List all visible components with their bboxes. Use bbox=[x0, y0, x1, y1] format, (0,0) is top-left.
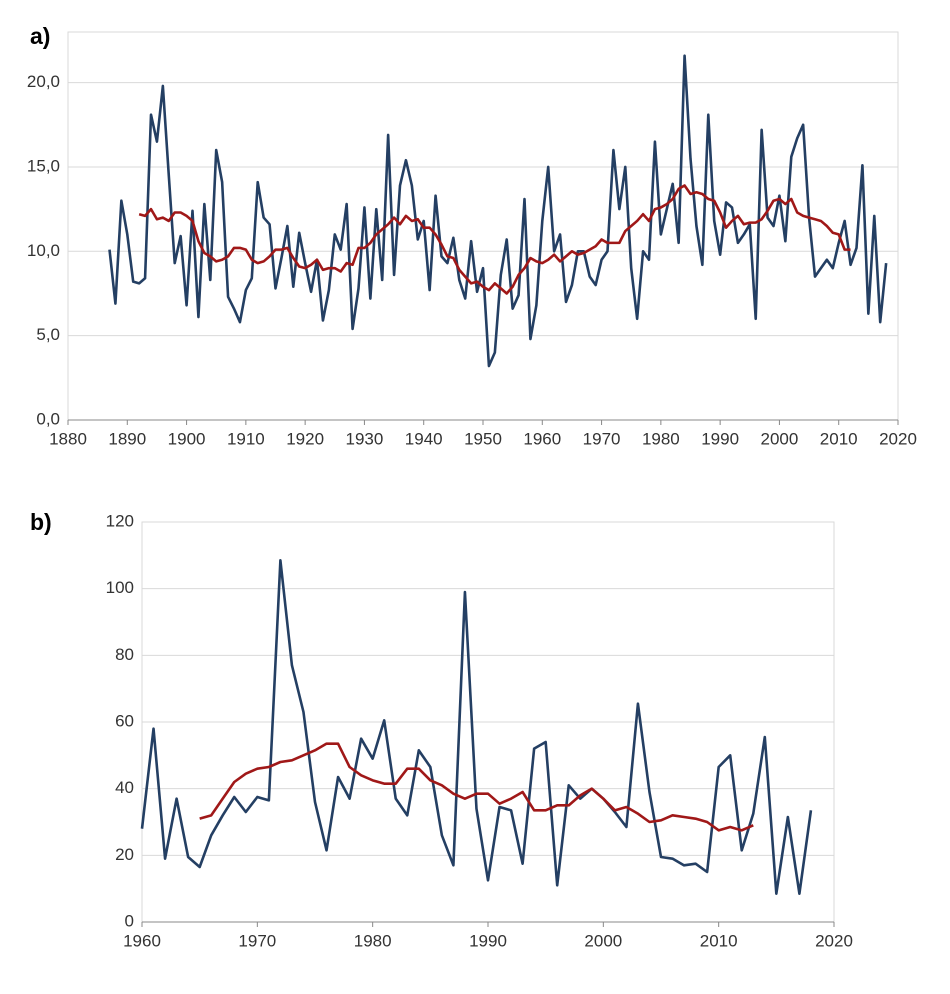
y-tick-label: 20,0 bbox=[27, 72, 60, 91]
y-tick-label: 80 bbox=[115, 645, 134, 664]
x-tick-label: 1920 bbox=[286, 429, 324, 448]
x-tick-label: 1960 bbox=[123, 931, 161, 950]
y-tick-label: 15,0 bbox=[27, 156, 60, 175]
x-tick-label: 1970 bbox=[583, 429, 621, 448]
x-tick-label: 2010 bbox=[820, 429, 858, 448]
x-tick-label: 1930 bbox=[346, 429, 384, 448]
panel-label: a) bbox=[30, 23, 50, 49]
data-line bbox=[199, 742, 754, 832]
x-tick-label: 1910 bbox=[227, 429, 265, 448]
y-tick-label: 40 bbox=[115, 778, 134, 797]
y-tick-label: 60 bbox=[115, 711, 134, 730]
x-tick-label: 2020 bbox=[815, 931, 853, 950]
x-tick-label: 1880 bbox=[49, 429, 87, 448]
x-tick-label: 2000 bbox=[761, 429, 799, 448]
data-line bbox=[140, 559, 813, 895]
x-tick-label: 1970 bbox=[238, 931, 276, 950]
x-tick-label: 2020 bbox=[879, 429, 917, 448]
y-tick-label: 5,0 bbox=[36, 325, 60, 344]
x-tick-label: 1890 bbox=[108, 429, 146, 448]
y-tick-label: 20 bbox=[115, 845, 134, 864]
y-tick-label: 0,0 bbox=[36, 409, 60, 428]
x-tick-label: 1950 bbox=[464, 429, 502, 448]
x-tick-label: 2000 bbox=[584, 931, 622, 950]
x-tick-label: 2010 bbox=[700, 931, 738, 950]
x-tick-label: 1940 bbox=[405, 429, 443, 448]
y-tick-label: 120 bbox=[106, 511, 134, 530]
x-tick-label: 1980 bbox=[354, 931, 392, 950]
x-tick-label: 1990 bbox=[469, 931, 507, 950]
y-tick-label: 0 bbox=[125, 911, 134, 930]
x-tick-label: 1990 bbox=[701, 429, 739, 448]
data-line bbox=[108, 54, 888, 368]
data-line bbox=[138, 184, 851, 295]
x-tick-label: 1980 bbox=[642, 429, 680, 448]
y-tick-label: 100 bbox=[106, 578, 134, 597]
x-tick-label: 1960 bbox=[523, 429, 561, 448]
x-tick-label: 1900 bbox=[168, 429, 206, 448]
panel-label: b) bbox=[30, 509, 52, 535]
y-tick-label: 10,0 bbox=[27, 241, 60, 260]
